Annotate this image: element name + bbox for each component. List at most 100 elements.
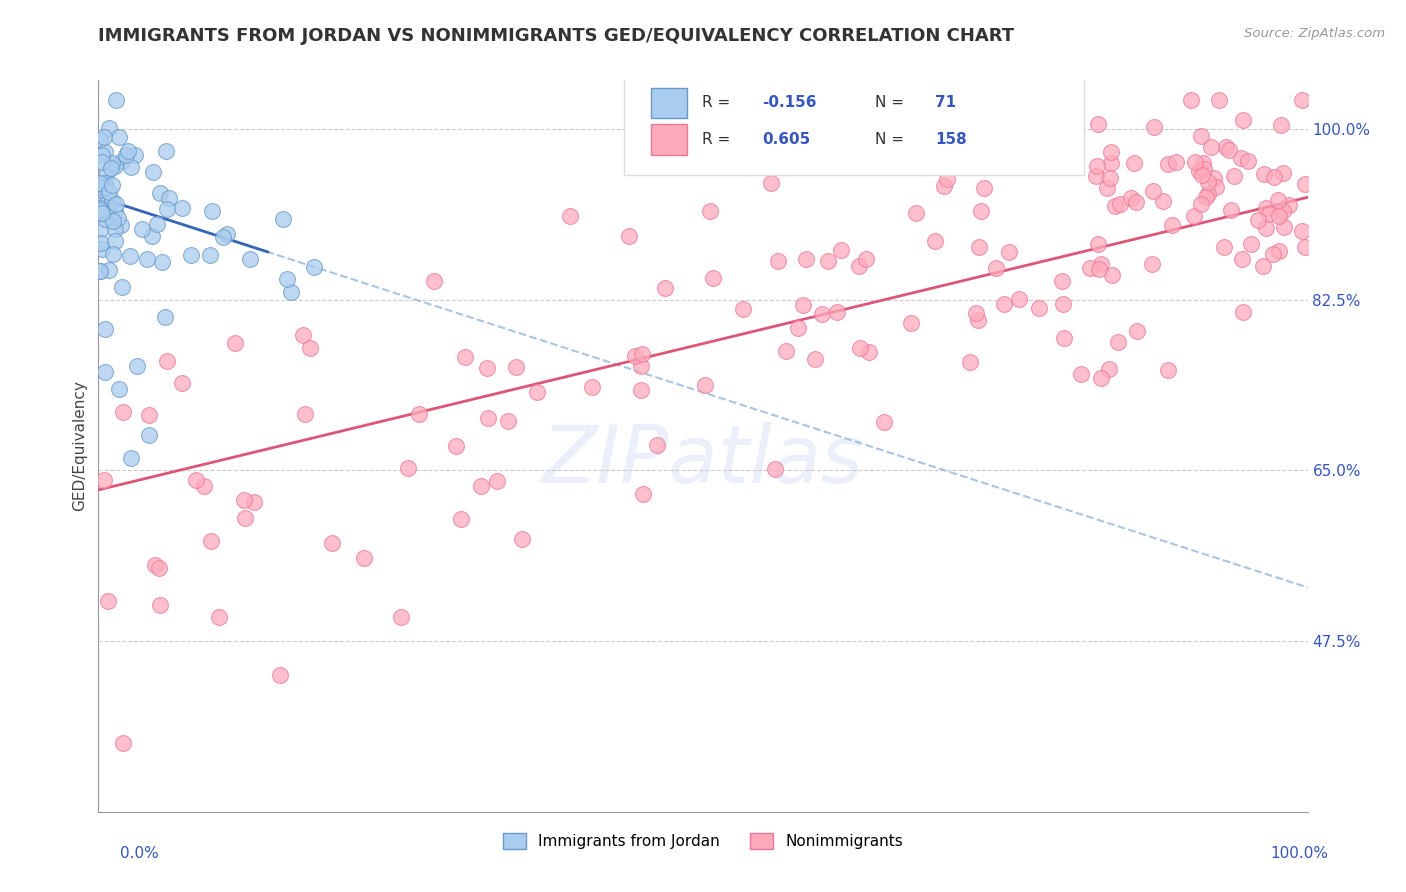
Point <box>1099 155 1122 169</box>
Point <box>111 736 134 750</box>
Point <box>120 160 142 174</box>
Point <box>138 428 160 442</box>
Point <box>699 204 721 219</box>
Point <box>1078 261 1101 276</box>
Point <box>1212 240 1234 254</box>
Point <box>1278 198 1301 212</box>
Point <box>89 133 111 147</box>
Point <box>142 164 165 178</box>
Point <box>1052 297 1074 311</box>
Point <box>98 263 121 277</box>
Point <box>108 130 131 145</box>
Point <box>104 221 127 235</box>
Point <box>1157 363 1180 377</box>
Point <box>1223 169 1246 183</box>
Point <box>973 181 995 195</box>
Point <box>1267 244 1289 258</box>
Point <box>1270 118 1292 132</box>
Point <box>94 322 117 336</box>
Point <box>101 156 124 170</box>
FancyBboxPatch shape <box>624 77 1084 176</box>
Text: 0.0%: 0.0% <box>120 846 159 861</box>
Text: IMMIGRANTS FROM JORDAN VS NONIMMIGRANTS GED/EQUIVALENCY CORRELATION CHART: IMMIGRANTS FROM JORDAN VS NONIMMIGRANTS … <box>98 27 1015 45</box>
Point <box>1291 224 1313 238</box>
Point <box>1090 371 1112 385</box>
Point <box>90 206 112 220</box>
Point <box>1189 129 1212 144</box>
Point <box>100 178 122 192</box>
Point <box>97 120 120 135</box>
Text: R =: R = <box>702 132 735 147</box>
Point <box>156 353 179 368</box>
Text: N =: N = <box>875 132 908 147</box>
Text: 0.605: 0.605 <box>762 132 810 147</box>
Point <box>1232 304 1254 318</box>
Text: 100.0%: 100.0% <box>1271 846 1329 861</box>
Point <box>1164 154 1187 169</box>
Point <box>110 218 132 232</box>
Point <box>93 211 115 226</box>
Point <box>1070 368 1092 382</box>
Point <box>654 281 676 295</box>
Point <box>1191 156 1213 170</box>
Point <box>353 551 375 566</box>
Point <box>156 202 179 216</box>
Point <box>1123 155 1146 169</box>
Point <box>904 206 927 220</box>
Point <box>1294 177 1316 191</box>
Point <box>1240 236 1263 251</box>
Point <box>153 310 176 325</box>
Point <box>454 350 477 364</box>
Point <box>1256 201 1278 215</box>
Point <box>858 344 880 359</box>
Point <box>170 376 193 391</box>
Point <box>1126 324 1149 338</box>
Point <box>200 247 222 261</box>
Point <box>200 534 222 549</box>
Point <box>444 439 467 453</box>
Point <box>104 234 127 248</box>
Point <box>97 594 120 608</box>
Point <box>90 221 112 235</box>
Point <box>321 536 343 550</box>
Point <box>1084 169 1107 183</box>
Point <box>112 405 135 419</box>
Point <box>1142 185 1164 199</box>
Point <box>630 359 652 373</box>
Point <box>1184 155 1206 169</box>
Point <box>1263 169 1285 184</box>
Point <box>90 202 112 216</box>
Point <box>1208 93 1230 107</box>
Point <box>89 263 111 277</box>
Point <box>450 512 472 526</box>
Point <box>617 228 640 243</box>
Point <box>1220 202 1243 217</box>
Point <box>1125 195 1147 210</box>
Point <box>510 532 533 546</box>
Point <box>1099 170 1122 185</box>
Point <box>792 298 814 312</box>
Point <box>936 171 959 186</box>
Point <box>787 321 810 335</box>
Point <box>141 228 163 243</box>
Point <box>1197 186 1219 201</box>
Point <box>630 384 652 398</box>
Point <box>104 204 127 219</box>
Point <box>243 495 266 509</box>
Point <box>1194 190 1216 204</box>
Point <box>1104 199 1126 213</box>
Y-axis label: GED/Equivalency: GED/Equivalency <box>72 381 87 511</box>
Point <box>993 297 1015 311</box>
Point <box>702 270 724 285</box>
Point <box>120 450 142 465</box>
Text: -0.156: -0.156 <box>762 95 817 111</box>
Point <box>150 254 173 268</box>
Point <box>170 201 193 215</box>
Point <box>148 186 170 200</box>
Point <box>292 328 315 343</box>
Point <box>1157 157 1180 171</box>
Point <box>233 511 256 525</box>
Point <box>127 359 149 373</box>
Point <box>124 148 146 162</box>
Point <box>1230 152 1253 166</box>
